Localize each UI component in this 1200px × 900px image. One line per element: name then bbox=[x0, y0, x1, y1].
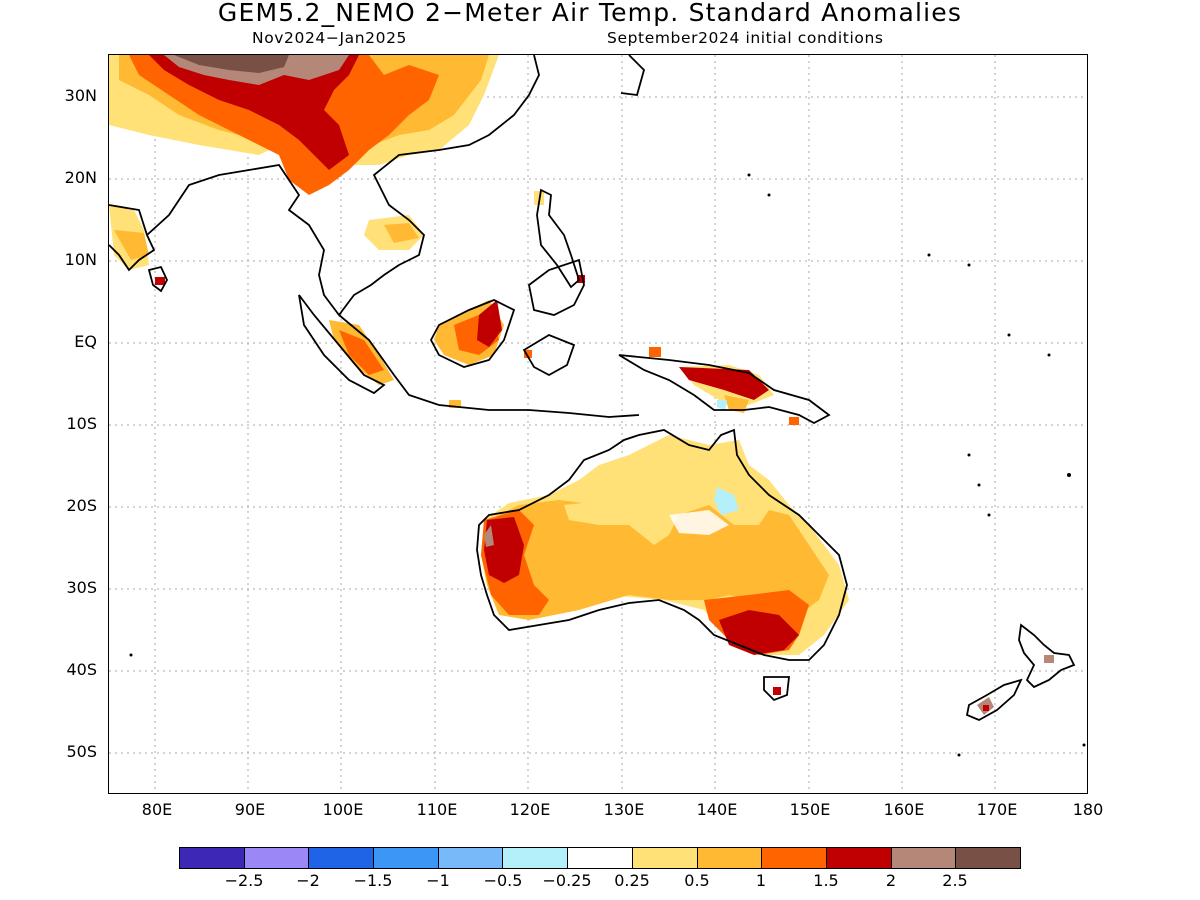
colorbar-swatch bbox=[309, 848, 375, 868]
colorbar-label: 1.5 bbox=[813, 871, 839, 890]
lon-label: 170E bbox=[976, 800, 1018, 819]
lat-label: 20S bbox=[66, 496, 97, 515]
chart-title: GEM5.2_NEMO 2−Meter Air Temp. Standard A… bbox=[217, 0, 963, 27]
lon-label: 160E bbox=[883, 800, 925, 819]
lon-label: 90E bbox=[234, 800, 266, 819]
colorbar-swatch bbox=[374, 848, 439, 868]
colorbar-label: −0.25 bbox=[542, 871, 592, 890]
colorbar-swatch bbox=[244, 848, 310, 868]
new-guinea-anomalies bbox=[679, 365, 799, 425]
colorbar-label: −2.5 bbox=[224, 871, 264, 890]
colorbar-swatch bbox=[956, 848, 1020, 868]
lat-label: 40S bbox=[66, 660, 97, 679]
colorbar-label: −0.5 bbox=[483, 871, 523, 890]
lon-label: 150E bbox=[789, 800, 831, 819]
map-grid bbox=[109, 55, 1087, 793]
colorbar bbox=[179, 847, 1021, 869]
island-dots bbox=[129, 173, 1086, 757]
initial-conditions: September2024 initial conditions bbox=[607, 29, 884, 47]
colorbar-swatch bbox=[503, 848, 569, 868]
lon-label: 180 bbox=[1072, 800, 1104, 819]
lat-label: 50S bbox=[66, 742, 97, 761]
colorbar-label: 1 bbox=[755, 871, 767, 890]
lat-label: 20N bbox=[64, 168, 97, 187]
lat-label: 10N bbox=[64, 250, 97, 269]
colorbar-label: 2.5 bbox=[942, 871, 968, 890]
colorbar-swatch bbox=[891, 848, 957, 868]
colorbar-label: −2 bbox=[296, 871, 320, 890]
colorbar-swatch bbox=[632, 848, 698, 868]
colorbar-label: −1.5 bbox=[353, 871, 393, 890]
colorbar-swatch bbox=[180, 848, 245, 868]
coastlines bbox=[109, 55, 1076, 721]
asia-anomalies bbox=[109, 55, 661, 408]
lon-label: 130E bbox=[603, 800, 645, 819]
colorbar-label: −1 bbox=[426, 871, 450, 890]
map-frame bbox=[108, 54, 1088, 794]
lon-label: 80E bbox=[141, 800, 173, 819]
colorbar-swatch bbox=[438, 848, 504, 868]
forecast-period: Nov2024−Jan2025 bbox=[252, 29, 408, 47]
colorbar-swatch bbox=[697, 848, 763, 868]
colorbar-label: 0.25 bbox=[614, 871, 650, 890]
lat-label: EQ bbox=[74, 332, 97, 351]
anomaly-map bbox=[109, 55, 1087, 793]
lon-label: 100E bbox=[322, 800, 364, 819]
lat-label: 30N bbox=[64, 86, 97, 105]
colorbar-label: 2 bbox=[885, 871, 897, 890]
lon-label: 120E bbox=[509, 800, 551, 819]
lat-label: 30S bbox=[66, 578, 97, 597]
lat-label: 10S bbox=[66, 414, 97, 433]
colorbar-swatch bbox=[762, 848, 827, 868]
colorbar-label: 0.5 bbox=[684, 871, 710, 890]
colorbar-swatch bbox=[826, 848, 892, 868]
australia-anomalies bbox=[481, 435, 1054, 715]
colorbar-swatch bbox=[568, 848, 633, 868]
lon-label: 110E bbox=[416, 800, 458, 819]
lon-label: 140E bbox=[696, 800, 738, 819]
